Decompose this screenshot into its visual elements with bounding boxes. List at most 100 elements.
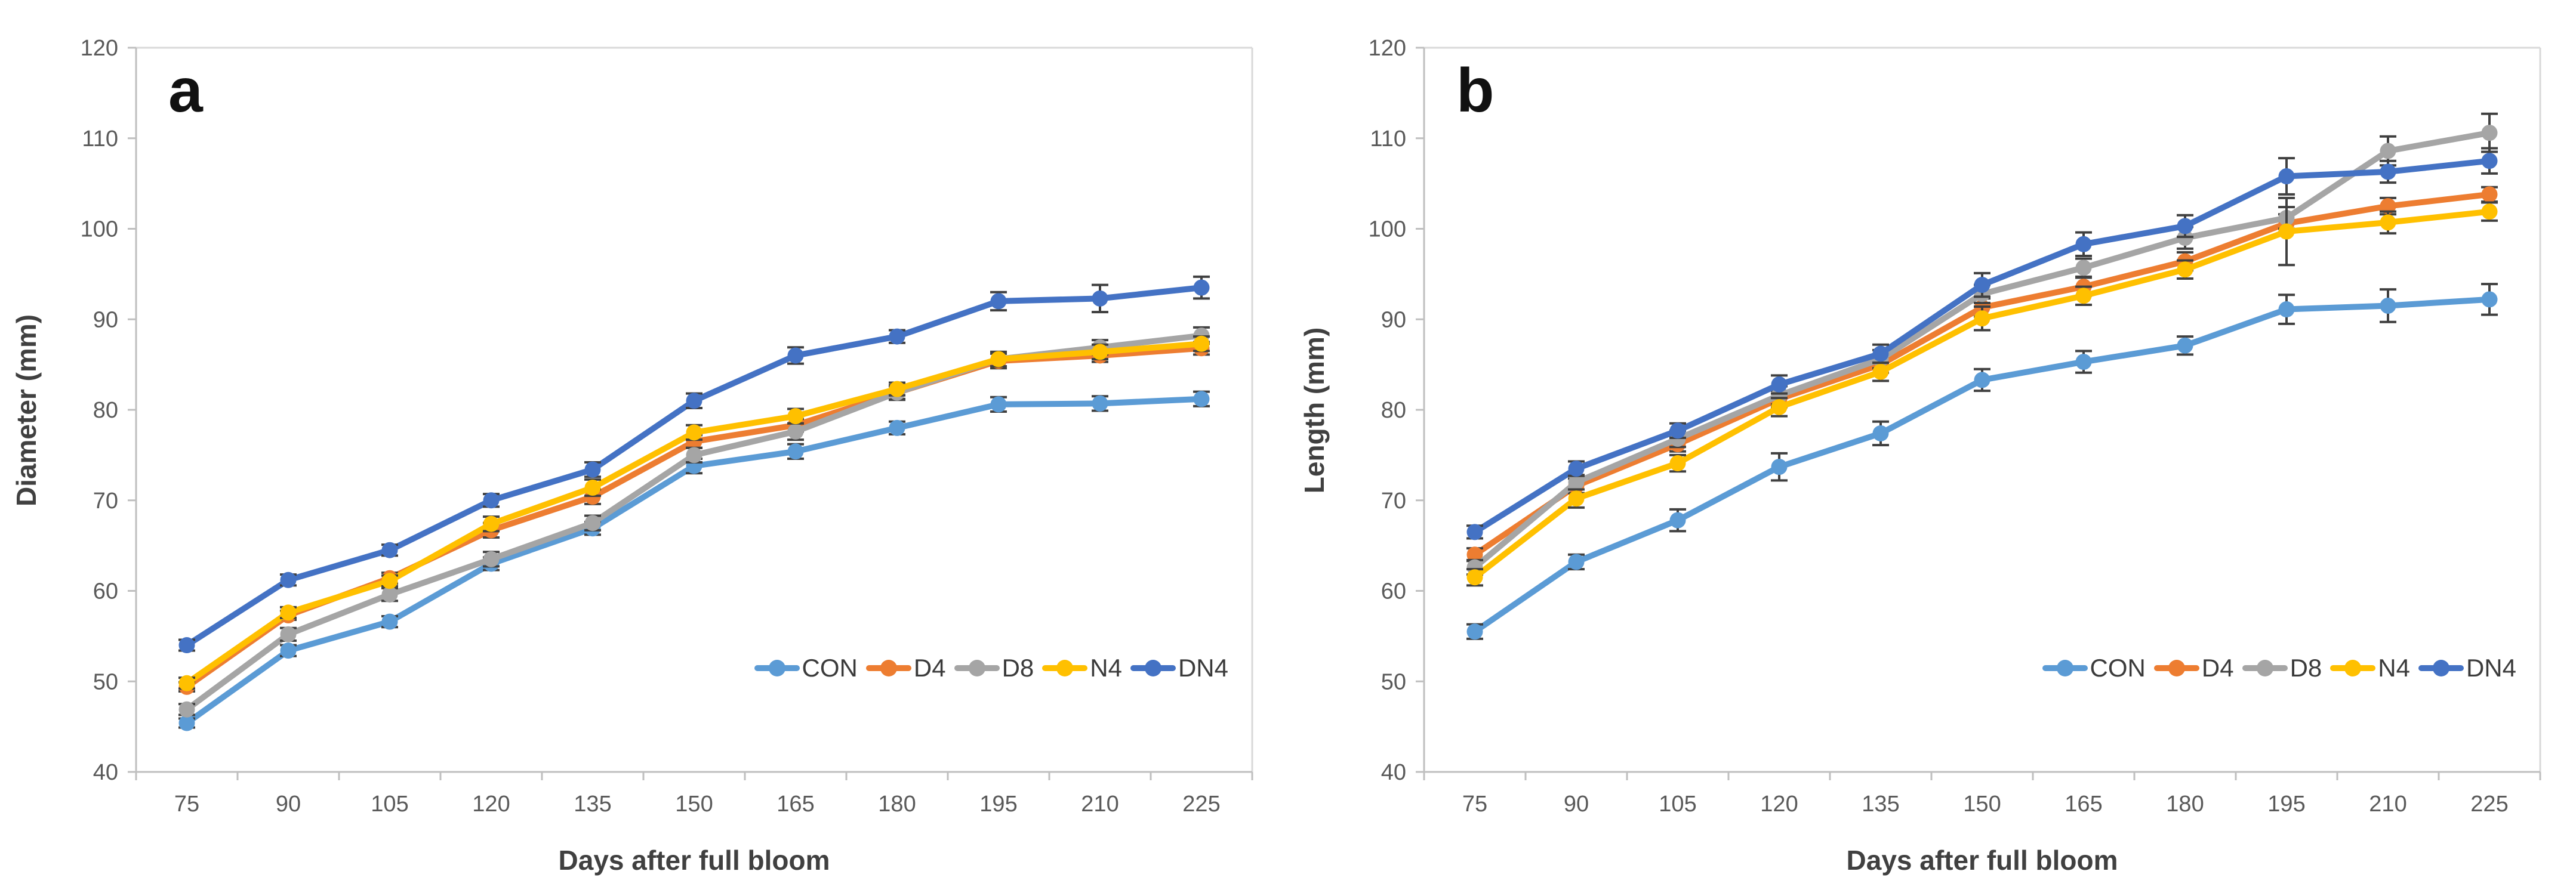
- marker-N4-75: [178, 675, 195, 691]
- x-tick-label-225: 225: [2470, 792, 2508, 817]
- series-N4: [1466, 196, 2498, 587]
- marker-D4-75: [1466, 546, 1483, 563]
- x-tick-label-120: 120: [1760, 792, 1798, 817]
- legend-item-d8: D8: [954, 654, 1034, 682]
- marker-N4-135: [584, 480, 601, 496]
- y-tick-label-50: 50: [93, 669, 118, 694]
- y-tick-label-70: 70: [1381, 489, 1406, 514]
- marker-D8-165: [787, 423, 804, 440]
- x-tick-label-165: 165: [777, 792, 814, 817]
- con-line-marker-icon: [754, 659, 800, 677]
- marker-CON-90: [1568, 554, 1585, 570]
- marker-CON-75: [1466, 623, 1483, 640]
- marker-CON-105: [1669, 512, 1686, 529]
- marker-DN4-135: [1872, 345, 1889, 362]
- y-tick-label-90: 90: [1381, 307, 1406, 332]
- marker-D8-210: [2380, 143, 2396, 159]
- marker-DN4-195: [2278, 168, 2295, 184]
- y-tick-label-110: 110: [82, 126, 118, 152]
- marker-DN4-225: [1193, 279, 1210, 296]
- x-tick-label-135: 135: [574, 792, 611, 817]
- y-tick-label-60: 60: [93, 579, 118, 604]
- marker-CON-180: [889, 419, 905, 436]
- marker-DN4-150: [1974, 277, 1990, 293]
- dn4-line-marker-icon: [1130, 659, 1176, 677]
- marker-DN4-180: [889, 328, 905, 345]
- con-line-marker-icon: [2042, 659, 2088, 677]
- diameter-chart: 40 50 60 70 80 90 100 110 120 75 90 105 120 135 150 165…: [81, 36, 1253, 817]
- y-tick-label-120: 120: [1369, 36, 1406, 61]
- series-CON: [178, 390, 1210, 731]
- marker-CON-225: [2481, 291, 2498, 308]
- marker-CON-195: [2278, 301, 2295, 318]
- legend-item-dn4: DN4: [2418, 654, 2516, 682]
- marker-CON-150: [1974, 372, 1990, 388]
- marker-D8-225: [2481, 125, 2498, 141]
- n4-line-marker-icon: [1042, 659, 1088, 677]
- marker-N4-195: [990, 351, 1007, 367]
- x-tick-label-90: 90: [276, 792, 301, 817]
- chart-panel-b: 40 50 60 70 80 90 100 110 120 75 90 105 120 135 150 165…: [1288, 0, 2576, 896]
- legend-item-n4: N4: [1042, 654, 1122, 682]
- legend-label-d4: D4: [2201, 654, 2234, 682]
- marker-D8-105: [381, 586, 398, 603]
- x-tick-label-75: 75: [174, 792, 199, 817]
- x-tick-label-195: 195: [2267, 792, 2305, 817]
- series-DN4: [178, 275, 1210, 654]
- n4-line-marker-icon: [2330, 659, 2376, 677]
- marker-N4-90: [1568, 490, 1585, 507]
- marker-N4-150: [1974, 310, 1990, 327]
- dn4-line-marker-icon: [2418, 659, 2464, 677]
- marker-DN4-210: [2380, 163, 2396, 180]
- marker-DN4-210: [1092, 290, 1108, 307]
- legend-label-n4: N4: [1090, 654, 1122, 682]
- x-axis-title-a: Days after full bloom: [558, 845, 830, 876]
- marker-CON-120: [1771, 459, 1788, 475]
- series-D8: [1466, 112, 2498, 576]
- y-tick-label-90: 90: [93, 307, 118, 332]
- marker-D8-90: [1568, 474, 1585, 490]
- x-tick-label-135: 135: [1862, 792, 1899, 817]
- marker-N4-105: [381, 573, 398, 589]
- y-tick-label-120: 120: [81, 36, 118, 61]
- marker-CON-165: [787, 443, 804, 460]
- x-tick-label-225: 225: [1182, 792, 1220, 817]
- x-tick-label-180: 180: [878, 792, 916, 817]
- marker-CON-195: [990, 396, 1007, 413]
- chart-panel-a: 40 50 60 70 80 90 100 110 120 75 90 105 120 135 150 165…: [11, 36, 1253, 876]
- legend-item-d8: D8: [2242, 654, 2322, 682]
- legend-label-d4: D4: [913, 654, 946, 682]
- legend-label-con: CON: [802, 654, 858, 682]
- x-tick-label-120: 120: [472, 792, 510, 817]
- marker-DN4-195: [990, 293, 1007, 310]
- y-tick-label-100: 100: [81, 217, 118, 242]
- legend-item-dn4: DN4: [1130, 654, 1228, 682]
- legend-item-con: CON: [754, 654, 858, 682]
- x-tick-label-180: 180: [2166, 792, 2204, 817]
- series-line-D8: [1472, 129, 2492, 571]
- d8-line-marker-icon: [2242, 659, 2288, 677]
- y-axis-title-length: Length (mm): [1299, 327, 1330, 494]
- series-line-N4: [1472, 208, 2492, 580]
- y-tick-label-110: 110: [1370, 126, 1406, 152]
- marker-D4-225: [2481, 186, 2498, 203]
- marker-CON-105: [381, 613, 398, 630]
- legend-label-n4: N4: [2378, 654, 2410, 682]
- d8-line-marker-icon: [954, 659, 1000, 677]
- d4-line-marker-icon: [865, 659, 911, 677]
- marker-N4-150: [686, 424, 702, 441]
- x-tick-label-150: 150: [675, 792, 713, 817]
- marker-DN4-75: [178, 637, 195, 654]
- marker-N4-225: [1193, 335, 1210, 352]
- series-CON: [1466, 283, 2498, 640]
- length-chart: 40 50 60 70 80 90 100 110 120 75 90 105 120 135 150 165…: [1369, 36, 2541, 817]
- legend-a: CON D4 D8 N4 DN4: [746, 654, 1228, 682]
- marker-N4-210: [2380, 214, 2396, 231]
- x-tick-label-105: 105: [1659, 792, 1696, 817]
- marker-DN4-225: [2481, 153, 2498, 169]
- marker-DN4-180: [2177, 218, 2193, 234]
- y-tick-label-80: 80: [1381, 398, 1406, 423]
- marker-N4-105: [1669, 455, 1686, 472]
- legend-item-n4: N4: [2330, 654, 2410, 682]
- marker-DN4-105: [381, 542, 398, 558]
